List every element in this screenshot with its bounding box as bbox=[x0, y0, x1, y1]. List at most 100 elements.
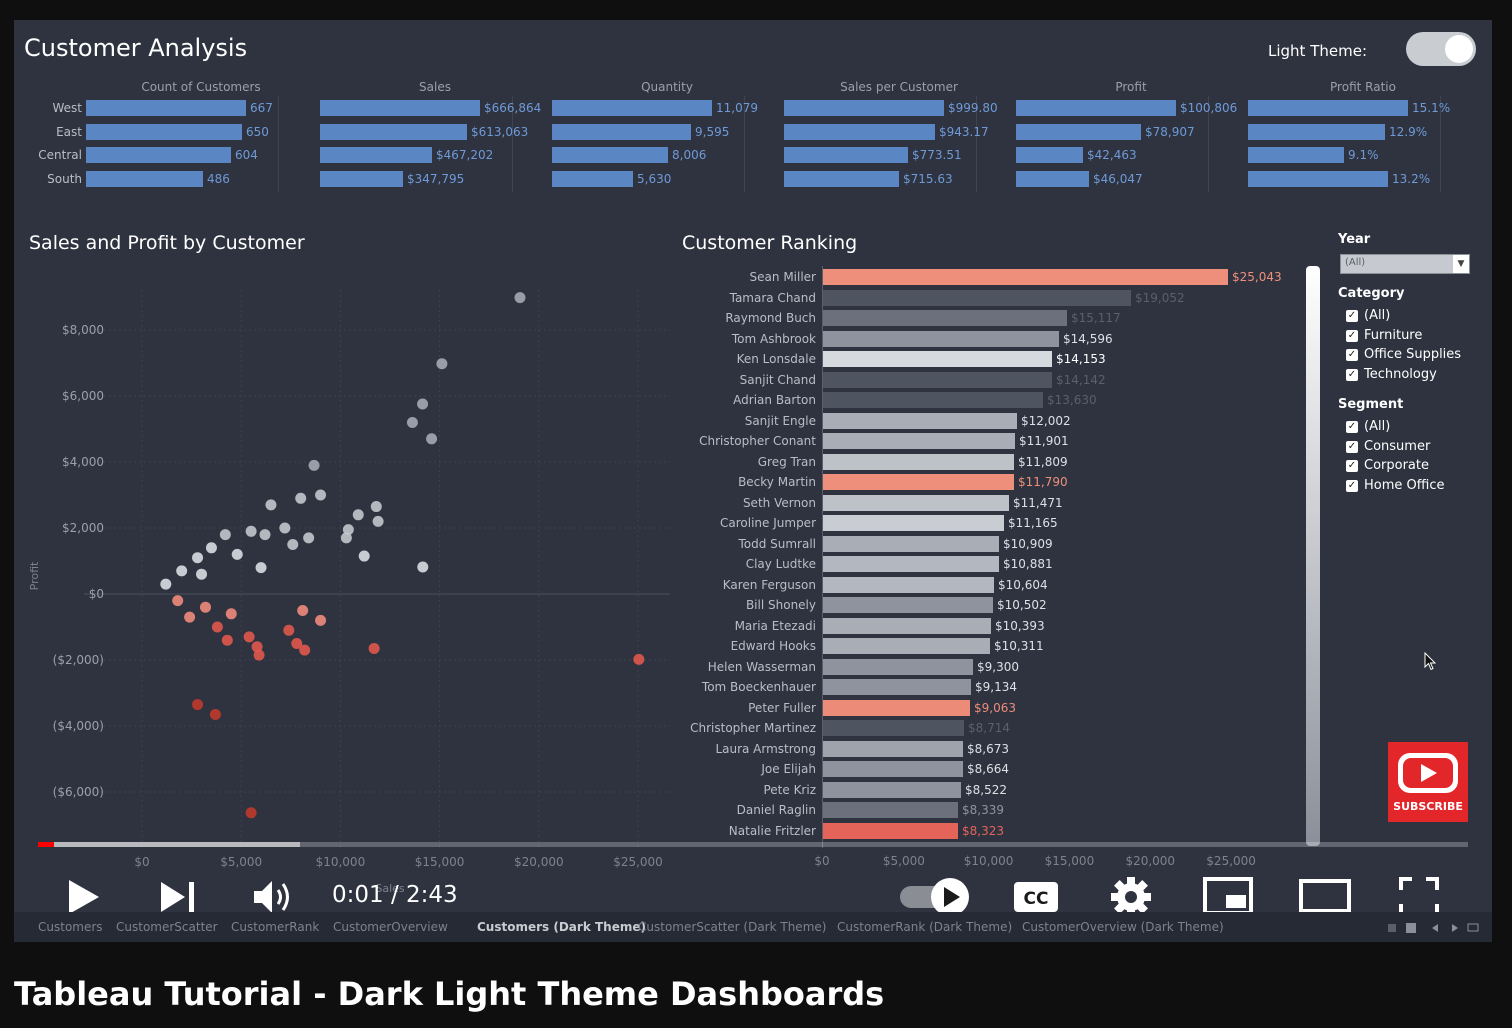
checkbox-checked-icon[interactable]: ✓ bbox=[1346, 459, 1358, 472]
sheet-nav-icons[interactable] bbox=[1386, 922, 1482, 934]
volume-icon[interactable] bbox=[252, 878, 294, 916]
ranking-bar[interactable] bbox=[823, 822, 958, 839]
kpi-bar-count[interactable] bbox=[86, 124, 242, 140]
settings-gear-icon[interactable] bbox=[1110, 876, 1152, 918]
tab-customer-scatter[interactable]: CustomerScatter bbox=[116, 920, 218, 934]
kpi-bar-count[interactable] bbox=[86, 171, 203, 187]
checkbox-checked-icon[interactable]: ✓ bbox=[1346, 329, 1358, 342]
ranking-bar[interactable] bbox=[823, 392, 1043, 408]
kpi-bar-profit[interactable] bbox=[1016, 171, 1089, 187]
segment-checkbox-home-office[interactable]: ✓ Home Office bbox=[1346, 478, 1444, 493]
kpi-bar-sales[interactable] bbox=[320, 147, 432, 163]
ranking-bar[interactable] bbox=[823, 269, 1228, 285]
checkbox-checked-icon[interactable]: ✓ bbox=[1346, 440, 1358, 453]
tab-customer-rank[interactable]: CustomerRank bbox=[231, 920, 320, 934]
ranking-bar[interactable] bbox=[823, 330, 1059, 347]
tab-customers-dark-theme[interactable]: Customers (Dark Theme) bbox=[477, 920, 646, 934]
ranking-bar[interactable] bbox=[823, 699, 970, 716]
video-player[interactable]: Customer Analysis Light Theme: Count of … bbox=[14, 20, 1492, 942]
segment-checkbox-all[interactable]: ✓ (All) bbox=[1346, 419, 1390, 434]
checkbox-checked-icon[interactable]: ✓ bbox=[1346, 420, 1358, 433]
ranking-bar[interactable] bbox=[823, 351, 1052, 367]
kpi-bar-profit[interactable] bbox=[1016, 147, 1083, 163]
kpi-bar-quantity[interactable] bbox=[552, 147, 668, 163]
category-checkbox-technology[interactable]: ✓ Technology bbox=[1346, 367, 1437, 382]
ranking-bar[interactable] bbox=[823, 802, 958, 818]
light-theme-toggle[interactable] bbox=[1406, 32, 1476, 66]
kpi-bar-profit[interactable] bbox=[1016, 100, 1176, 116]
kpi-bar-quantity[interactable] bbox=[552, 171, 633, 187]
ranking-bar[interactable] bbox=[823, 761, 963, 777]
kpi-bar-sales-per-customer[interactable] bbox=[784, 124, 935, 140]
kpi-bar-count[interactable] bbox=[86, 100, 246, 116]
ranking-bar[interactable] bbox=[823, 371, 1052, 388]
kpi-bar-count[interactable] bbox=[86, 147, 231, 163]
kpi-bar-sales[interactable] bbox=[320, 124, 467, 140]
play-icon[interactable] bbox=[66, 878, 102, 916]
tab-customer-overview-dark-theme[interactable]: CustomerOverview (Dark Theme) bbox=[1022, 920, 1224, 934]
closed-captions-icon[interactable]: CC bbox=[1012, 880, 1060, 914]
ranking-bar[interactable] bbox=[823, 412, 1017, 429]
scatter-y-tick-label: $0 bbox=[89, 587, 104, 601]
theater-mode-icon[interactable] bbox=[1298, 878, 1352, 914]
autoplay-toggle-icon[interactable] bbox=[898, 876, 972, 918]
ranking-bar[interactable] bbox=[823, 658, 973, 675]
fullscreen-icon[interactable] bbox=[1398, 876, 1440, 918]
ranking-bar[interactable] bbox=[823, 679, 971, 695]
checkbox-checked-icon[interactable]: ✓ bbox=[1346, 479, 1358, 492]
category-checkbox-office-supplies[interactable]: ✓ Office Supplies bbox=[1346, 347, 1461, 362]
segment-checkbox-corporate[interactable]: ✓ Corporate bbox=[1346, 458, 1429, 473]
kpi-bar-profit[interactable] bbox=[1016, 124, 1141, 140]
kpi-bar-sales-per-customer[interactable] bbox=[784, 147, 908, 163]
ranking-bar[interactable] bbox=[823, 474, 1014, 490]
toggle-knob[interactable] bbox=[1445, 35, 1473, 63]
ranking-bar[interactable] bbox=[823, 576, 994, 593]
ranking-bar[interactable] bbox=[823, 597, 993, 613]
tab-customer-overview[interactable]: CustomerOverview bbox=[333, 920, 448, 934]
ranking-bar[interactable] bbox=[823, 535, 999, 552]
ranking-bar[interactable] bbox=[823, 617, 991, 634]
scatter-point bbox=[633, 653, 645, 665]
kpi-bar-profit-ratio[interactable] bbox=[1248, 100, 1408, 116]
chevron-down-icon[interactable]: ▼ bbox=[1453, 255, 1469, 273]
ranking-bar[interactable] bbox=[823, 494, 1009, 511]
segment-checkbox-consumer[interactable]: ✓ Consumer bbox=[1346, 439, 1430, 454]
category-checkbox-furniture[interactable]: ✓ Furniture bbox=[1346, 328, 1422, 343]
category-checkbox-all[interactable]: ✓ (All) bbox=[1346, 308, 1390, 323]
ranking-bar[interactable] bbox=[823, 720, 964, 736]
kpi-bar-quantity[interactable] bbox=[552, 100, 712, 116]
checkbox-checked-icon[interactable]: ✓ bbox=[1346, 309, 1358, 322]
kpi-bar-profit-ratio[interactable] bbox=[1248, 124, 1385, 140]
ranking-bar[interactable] bbox=[823, 289, 1131, 306]
kpi-bar-sales-per-customer[interactable] bbox=[784, 171, 899, 187]
ranking-bar[interactable] bbox=[823, 781, 961, 798]
subscribe-button[interactable]: SUBSCRIBE bbox=[1388, 742, 1468, 822]
scatter-chart[interactable]: $8,000 $6,000 $4,000 $2,000 $0 ($2,000) ($4,00… bbox=[14, 260, 684, 900]
tab-customers[interactable]: Customers bbox=[38, 920, 103, 934]
kpi-bar-profit-ratio[interactable] bbox=[1248, 147, 1344, 163]
kpi-bar-sales-per-customer[interactable] bbox=[784, 100, 944, 116]
video-progress-bar[interactable] bbox=[38, 842, 1468, 847]
checkbox-checked-icon[interactable]: ✓ bbox=[1346, 368, 1358, 381]
tab-customer-rank-dark-theme[interactable]: CustomerRank (Dark Theme) bbox=[837, 920, 1013, 934]
next-video-icon[interactable] bbox=[158, 880, 198, 914]
ranking-scrollbar[interactable] bbox=[1306, 266, 1320, 846]
ranking-customer-name: Natalie Fritzler bbox=[728, 823, 816, 838]
kpi-bar-sales[interactable] bbox=[320, 100, 480, 116]
year-dropdown[interactable]: (All) ▼ bbox=[1340, 254, 1470, 274]
kpi-bar-quantity[interactable] bbox=[552, 124, 691, 140]
miniplayer-icon[interactable] bbox=[1202, 876, 1254, 916]
ranking-value-label: $15,117 bbox=[1071, 311, 1121, 325]
kpi-bar-profit-ratio[interactable] bbox=[1248, 171, 1388, 187]
ranking-bar[interactable] bbox=[823, 453, 1014, 470]
ranking-bar[interactable] bbox=[823, 515, 1004, 531]
checkbox-checked-icon[interactable]: ✓ bbox=[1346, 348, 1358, 361]
ranking-bar[interactable] bbox=[823, 740, 963, 757]
ranking-bar[interactable] bbox=[823, 556, 999, 572]
kpi-bar-sales[interactable] bbox=[320, 171, 403, 187]
tab-customer-scatter-dark-theme[interactable]: CustomerScatter (Dark Theme) bbox=[638, 920, 827, 934]
scatter-point bbox=[308, 459, 320, 471]
ranking-bar[interactable] bbox=[823, 310, 1067, 326]
ranking-bar[interactable] bbox=[823, 433, 1015, 449]
ranking-bar[interactable] bbox=[823, 638, 990, 654]
